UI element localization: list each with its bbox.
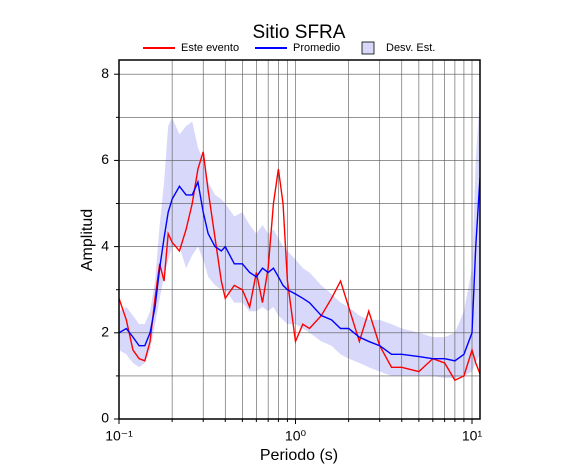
std-band xyxy=(119,95,480,379)
y-tick-label: 0 xyxy=(101,410,109,426)
legend-label: Promedio xyxy=(293,42,340,54)
y-tick-label: 4 xyxy=(101,237,109,253)
series-line xyxy=(119,177,480,362)
y-axis-label: Amplitud xyxy=(79,209,96,271)
line-layer xyxy=(119,151,480,382)
legend-label: Desv. Est. xyxy=(386,42,435,54)
y-tick-label: 6 xyxy=(101,151,109,167)
x-tick-label: 10⁻¹ xyxy=(105,428,133,444)
x-tick-label: 10⁰ xyxy=(285,428,307,444)
chart-title: Sitio SFRA xyxy=(253,22,346,43)
axis-layer: 10⁻¹ 10⁰ 10¹ 0 2 4 6 8 Este evento Promedio Desv. … xyxy=(101,41,483,444)
band-layer xyxy=(119,95,480,379)
legend-label: Este evento xyxy=(181,42,239,54)
grid-layer xyxy=(118,60,480,420)
x-tick-label: 10¹ xyxy=(462,428,483,444)
plot-frame xyxy=(118,59,481,420)
x-axis-label: Periodo (s) xyxy=(260,447,338,464)
legend-swatch xyxy=(361,41,375,55)
y-tick-label: 2 xyxy=(101,324,109,340)
y-tick-label: 8 xyxy=(101,65,109,81)
series-line xyxy=(119,151,480,382)
